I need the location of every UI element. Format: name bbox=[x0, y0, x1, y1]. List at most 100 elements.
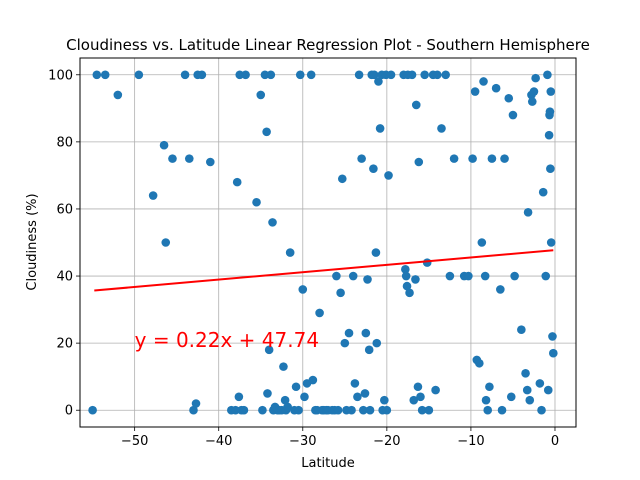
data-point bbox=[353, 392, 362, 402]
data-point bbox=[538, 187, 548, 197]
data-point bbox=[306, 70, 316, 80]
data-point bbox=[479, 77, 488, 86]
y-axis-label: Cloudiness (%) bbox=[25, 193, 40, 290]
y-tick-label: 20 bbox=[56, 337, 73, 352]
data-point bbox=[268, 218, 277, 227]
data-point bbox=[100, 70, 110, 80]
x-tick-label: 0 bbox=[551, 434, 559, 449]
data-point bbox=[235, 70, 245, 80]
data-point bbox=[487, 154, 497, 163]
data-point bbox=[546, 87, 556, 96]
data-point bbox=[348, 271, 358, 281]
data-point bbox=[543, 385, 553, 395]
data-point bbox=[180, 70, 190, 80]
data-point bbox=[300, 392, 309, 402]
data-point bbox=[234, 392, 244, 402]
data-point bbox=[88, 405, 97, 415]
data-point bbox=[416, 392, 425, 402]
data-point bbox=[332, 271, 341, 281]
data-point bbox=[380, 395, 389, 405]
data-point bbox=[369, 70, 379, 80]
data-point bbox=[350, 379, 360, 388]
data-point bbox=[262, 127, 271, 137]
data-point bbox=[521, 369, 530, 378]
data-point bbox=[232, 177, 242, 187]
plot-frame bbox=[79, 57, 577, 428]
data-point bbox=[384, 171, 393, 180]
data-point bbox=[420, 70, 429, 80]
data-point bbox=[546, 238, 556, 247]
data-point bbox=[337, 174, 347, 184]
data-point bbox=[360, 389, 370, 398]
data-point bbox=[535, 379, 545, 388]
data-point bbox=[308, 375, 318, 385]
data-point bbox=[333, 405, 343, 415]
data-point bbox=[497, 405, 507, 415]
data-point bbox=[549, 348, 558, 358]
data-point bbox=[401, 271, 411, 281]
y-tick-label: 60 bbox=[56, 202, 73, 217]
data-point bbox=[431, 385, 440, 395]
data-point bbox=[527, 97, 537, 106]
data-point bbox=[522, 385, 532, 395]
data-points bbox=[88, 70, 558, 415]
regression-line-group bbox=[94, 249, 554, 292]
data-point bbox=[449, 154, 459, 163]
data-point bbox=[544, 130, 554, 140]
data-point bbox=[485, 382, 494, 392]
x-axis-ticks: −50 −40 −30 −20 −10 0 bbox=[121, 427, 559, 449]
data-point bbox=[340, 338, 350, 348]
data-point bbox=[477, 238, 487, 247]
data-point bbox=[411, 275, 420, 284]
data-point bbox=[357, 154, 366, 163]
chart-title: Cloudiness vs. Latitude Linear Regressio… bbox=[66, 36, 590, 54]
x-tick-label: −40 bbox=[205, 434, 232, 449]
data-point bbox=[475, 358, 484, 368]
data-point bbox=[468, 154, 477, 163]
y-tick-label: 100 bbox=[48, 68, 73, 83]
data-point bbox=[424, 405, 434, 415]
data-point bbox=[523, 208, 533, 217]
data-point bbox=[256, 90, 266, 100]
data-point bbox=[113, 90, 123, 100]
data-point bbox=[422, 258, 432, 267]
data-point bbox=[432, 70, 442, 80]
data-point bbox=[375, 124, 385, 133]
data-point bbox=[291, 382, 301, 392]
data-point bbox=[409, 395, 419, 405]
data-point bbox=[411, 100, 421, 110]
data-point bbox=[298, 285, 308, 294]
data-point bbox=[437, 124, 446, 133]
x-axis-label: Latitude bbox=[301, 456, 355, 471]
y-axis-ticks: 0 20 40 60 80 100 bbox=[48, 68, 80, 419]
data-point bbox=[405, 288, 414, 298]
data-point bbox=[364, 345, 374, 355]
data-point bbox=[369, 164, 378, 173]
data-point bbox=[537, 405, 546, 415]
data-point bbox=[361, 328, 371, 338]
data-point bbox=[365, 405, 375, 415]
data-point bbox=[359, 405, 368, 415]
data-point bbox=[506, 392, 516, 402]
data-point bbox=[548, 332, 557, 341]
data-point bbox=[517, 325, 526, 335]
data-point bbox=[266, 70, 276, 80]
data-point bbox=[525, 395, 535, 405]
data-point bbox=[197, 70, 207, 80]
data-point bbox=[260, 70, 270, 80]
grid-lines bbox=[80, 58, 576, 427]
data-point bbox=[344, 328, 354, 338]
x-tick-label: −50 bbox=[121, 434, 148, 449]
data-point bbox=[496, 285, 505, 294]
data-point bbox=[445, 271, 455, 281]
data-point bbox=[374, 77, 383, 86]
data-point bbox=[315, 308, 324, 318]
data-point bbox=[354, 70, 364, 80]
data-point bbox=[280, 395, 290, 405]
data-point bbox=[545, 107, 555, 116]
data-point bbox=[239, 405, 249, 415]
regression-equation: y = 0.22x + 47.74 bbox=[135, 328, 319, 352]
data-point bbox=[285, 248, 295, 257]
data-point bbox=[481, 395, 491, 405]
data-point bbox=[407, 70, 417, 80]
